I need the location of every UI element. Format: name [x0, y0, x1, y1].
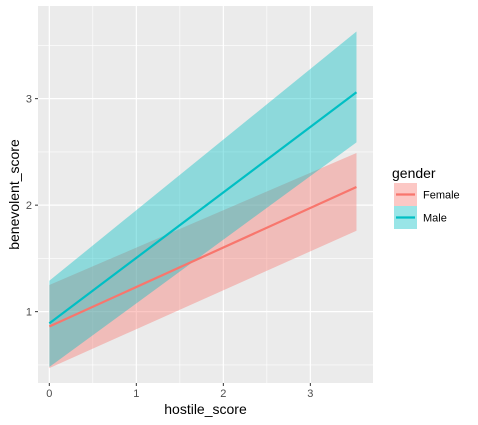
ribbon-male: [49, 31, 357, 368]
confidence-ribbons: [49, 31, 357, 369]
plot-panel: [38, 6, 373, 383]
fit-lines: [48, 91, 358, 328]
legend: gender Female Male: [392, 165, 460, 229]
x-tick-label: 1: [133, 388, 139, 400]
x-axis: 0 1 2 3: [46, 383, 313, 400]
x-tick-label: 2: [220, 388, 226, 400]
y-tick-label: 2: [26, 200, 32, 212]
ribbon-female: [49, 152, 357, 369]
x-axis-title: hostile_score: [164, 401, 247, 417]
x-tick-label: 3: [307, 388, 313, 400]
line-female: [48, 186, 357, 328]
legend-item-female: Female: [394, 183, 460, 206]
y-axis-title: benevolent_score: [6, 139, 22, 250]
x-tick-label: 0: [46, 388, 52, 400]
legend-label: Female: [423, 190, 460, 202]
grid-minor: [38, 6, 373, 383]
line-male: [48, 91, 358, 325]
grid-major: [38, 6, 373, 383]
legend-label: Male: [423, 213, 447, 225]
legend-items: Female Male: [394, 183, 460, 229]
y-tick-label: 1: [26, 307, 32, 319]
legend-item-male: Male: [394, 206, 447, 229]
y-axis: 1 2 3: [26, 94, 38, 319]
y-tick-label: 3: [26, 94, 32, 106]
legend-title: gender: [392, 165, 436, 181]
